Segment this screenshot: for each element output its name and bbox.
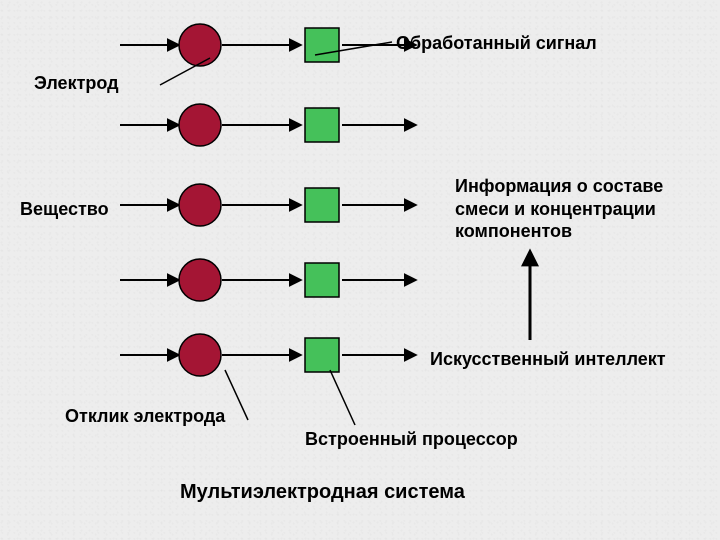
label-response: Отклик электрода <box>65 405 225 428</box>
electrode-node <box>179 259 221 301</box>
label-pointer-line <box>330 370 355 425</box>
diagram-row <box>120 259 415 301</box>
label-signal: Обработанный сигнал <box>396 32 597 55</box>
label-info: Информация о составе смеси и концентраци… <box>455 175 663 243</box>
processor-node <box>305 263 339 297</box>
diagram-row <box>120 334 415 376</box>
label-substance: Вещество <box>20 198 109 221</box>
electrode-node <box>179 104 221 146</box>
diagram-row <box>120 184 415 226</box>
diagram-title: Мультиэлектродная система <box>180 480 465 505</box>
label-electrode: Электрод <box>34 72 119 95</box>
diagram-row <box>120 104 415 146</box>
label-pointer-line <box>160 58 210 85</box>
electrode-node <box>179 24 221 66</box>
electrode-node <box>179 184 221 226</box>
processor-node <box>305 188 339 222</box>
processor-node <box>305 28 339 62</box>
label-processor: Встроенный процессор <box>305 428 518 451</box>
label-ai: Искусственный интеллект <box>430 348 666 371</box>
processor-node <box>305 338 339 372</box>
label-pointer-line <box>225 370 248 420</box>
electrode-node <box>179 334 221 376</box>
processor-node <box>305 108 339 142</box>
